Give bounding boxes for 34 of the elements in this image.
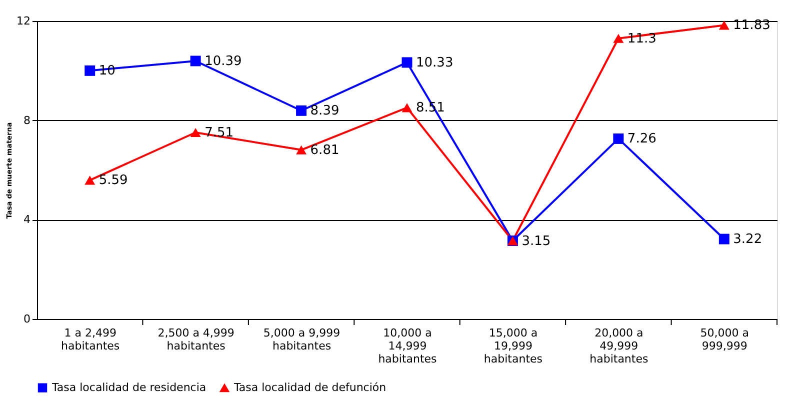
data-label: 11.3	[627, 31, 656, 46]
point	[296, 105, 307, 116]
y-tick-label: 4	[24, 213, 30, 226]
data-label: 7.26	[627, 132, 656, 147]
x-tick-label: 2,500 a 4,999 habitantes	[158, 326, 234, 352]
point	[613, 133, 624, 144]
data-label: 5.59	[98, 173, 128, 188]
point	[190, 128, 201, 138]
point	[718, 234, 730, 244]
data-label: 10.39	[204, 54, 242, 69]
x-tick-label: 1 a 2,499 habitantes	[61, 326, 120, 352]
x-tick-label: 20,000 a 49,999 habitantes	[590, 326, 648, 366]
point	[84, 65, 96, 76]
point	[84, 176, 96, 185]
point	[718, 20, 730, 30]
legend-label: Tasa localidad de defunción	[233, 381, 386, 394]
x-tick-label: 50,000 a 999,999	[700, 326, 750, 352]
y-tick-label: 8	[24, 114, 30, 127]
data-label: 6.81	[310, 142, 340, 158]
data-label: 10.33	[416, 55, 454, 70]
data-label: 3.15	[522, 234, 551, 249]
data-label: 8.39	[310, 104, 340, 119]
y-tick-label: 12	[16, 14, 30, 28]
point	[402, 103, 412, 112]
point	[402, 57, 412, 68]
legend-label: Tasa localidad de residencia	[51, 380, 206, 394]
x-tick-label: 5,000 a 9,999 habitantes	[263, 326, 340, 352]
x-tick-label: 15,000 a 19,999 habitantes	[484, 326, 543, 366]
point	[613, 34, 624, 43]
data-label: 3.22	[733, 232, 762, 248]
point	[296, 145, 307, 154]
y-tick-label: 0	[24, 312, 30, 326]
point	[190, 56, 201, 66]
x-tick-label: 10,000 a 14,999 habitantes	[378, 326, 438, 366]
